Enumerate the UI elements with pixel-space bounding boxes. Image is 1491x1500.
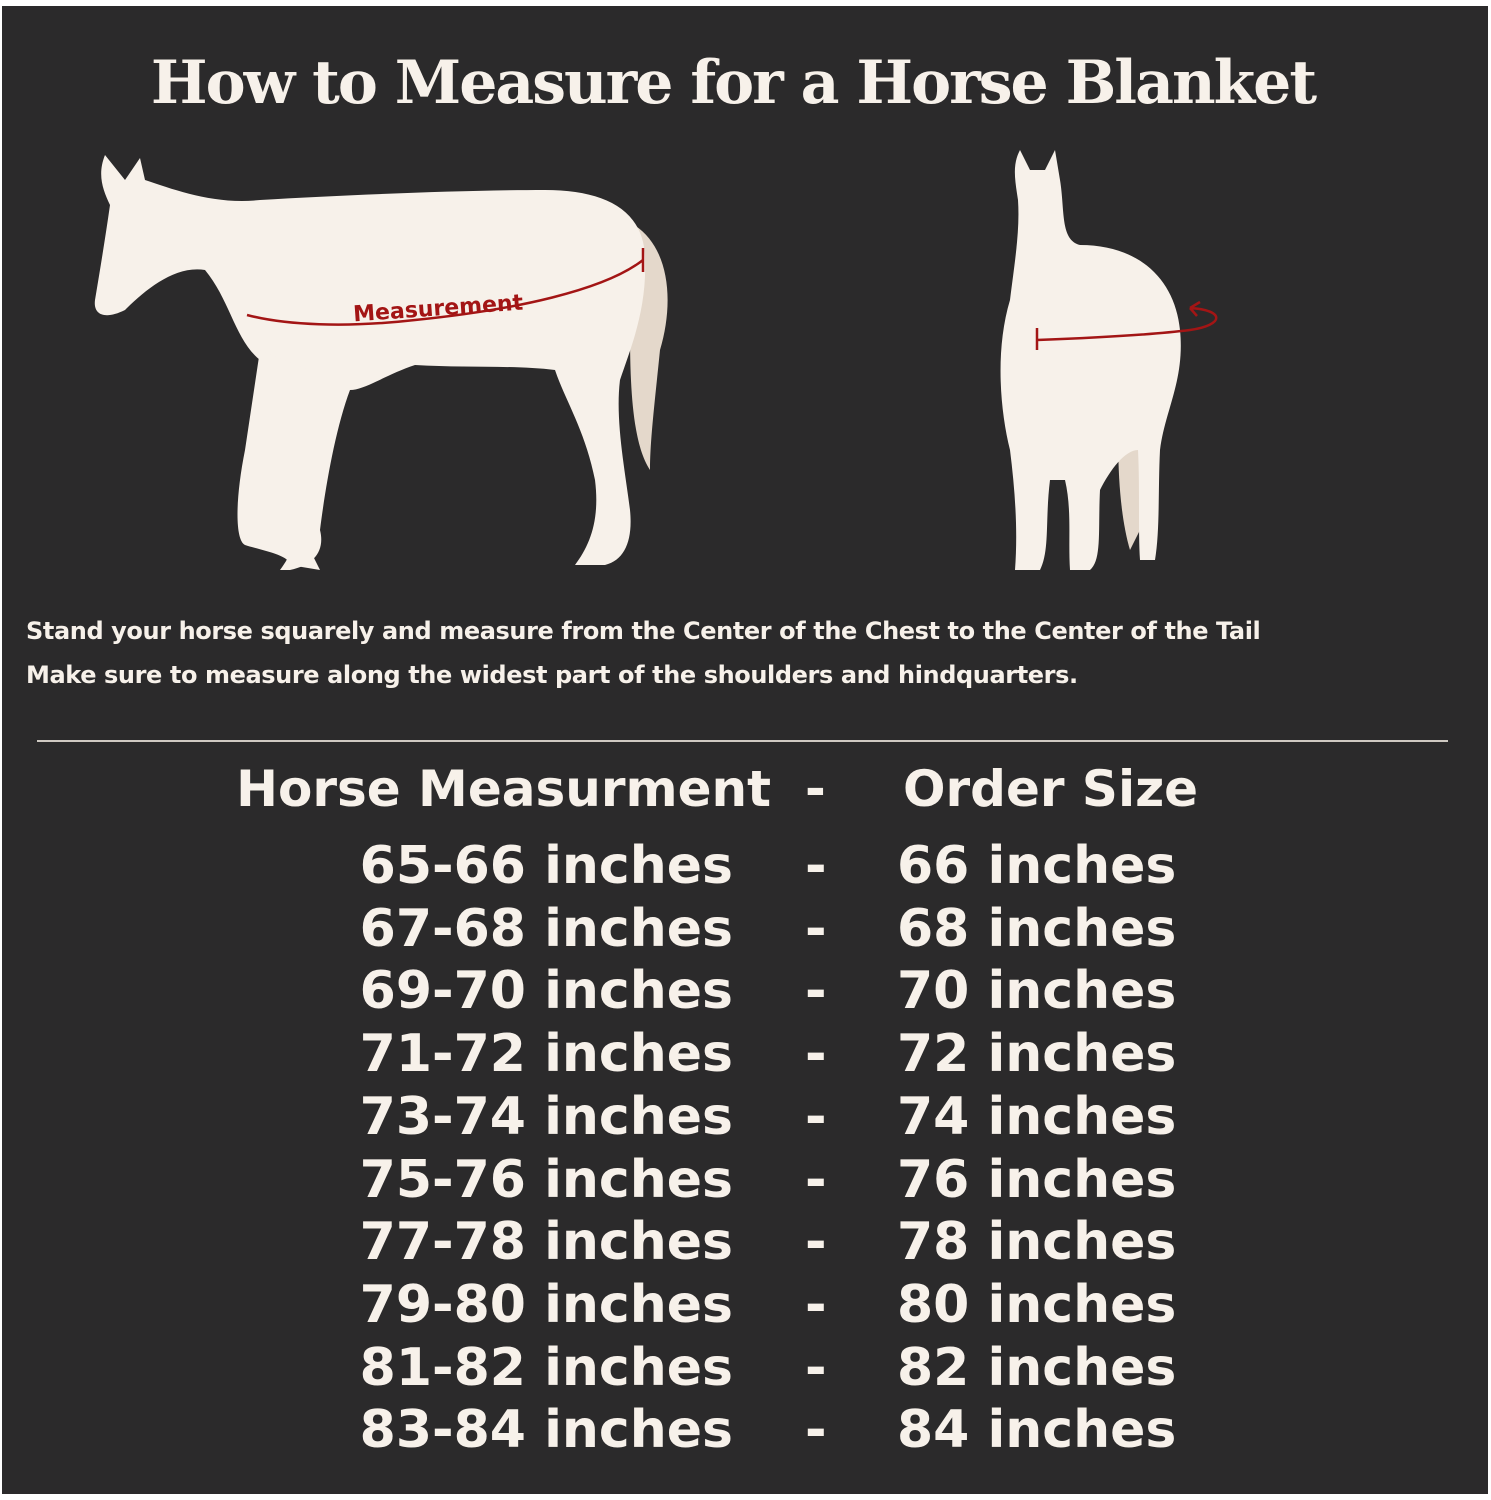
horse-measurement-cell: 77-78 inches [359, 1212, 733, 1273]
horse-measurement-cell: 69-70 inches [359, 961, 733, 1022]
order-size-cell: 82 inches [897, 1337, 1177, 1398]
horse-measurement-cell: 79-80 inches [359, 1274, 733, 1335]
horse-front-leg [237, 350, 320, 570]
size-table-row: 71-72 inches - 72 inches [0, 1024, 1491, 1088]
size-table-row: 73-74 inches - 74 inches [0, 1087, 1491, 1151]
horse-measurement-cell: 83-84 inches [359, 1400, 733, 1461]
horse-front-view-illustration [1000, 150, 1218, 570]
horse-measurement-cell: 75-76 inches [359, 1149, 733, 1210]
separator-cell: - [805, 961, 827, 1022]
separator-cell: - [805, 898, 827, 959]
order-size-cell: 66 inches [897, 836, 1177, 896]
separator-cell: - [805, 836, 827, 896]
size-table-row: 83-84 inches - 84 inches [0, 1400, 1491, 1464]
size-table-row: 75-76 inches - 76 inches [0, 1150, 1491, 1214]
measurement-line [1035, 300, 1218, 350]
size-table-row: 81-82 inches - 82 inches [0, 1338, 1491, 1402]
separator-cell: - [805, 1400, 827, 1461]
size-table-row: 67-68 inches - 68 inches [0, 899, 1491, 963]
header-horse-measurement: Horse Measurment [236, 760, 771, 818]
horse-measurement-cell: 67-68 inches [359, 898, 733, 959]
divider [37, 740, 1448, 742]
order-size-cell: 78 inches [897, 1212, 1177, 1273]
order-size-cell: 72 inches [897, 1024, 1177, 1085]
size-table-row: 77-78 inches - 78 inches [0, 1212, 1491, 1276]
horse-measurement-cell: 71-72 inches [359, 1024, 733, 1085]
order-size-cell: 74 inches [897, 1086, 1177, 1147]
header-separator: - [805, 760, 826, 818]
size-table-header: Horse Measurment - Order Size [0, 760, 1491, 824]
order-size-cell: 70 inches [897, 961, 1177, 1022]
horse-measurement-cell: 81-82 inches [359, 1337, 733, 1398]
separator-cell: - [805, 1024, 827, 1085]
page-title: How to Measure for a Horse Blanket [150, 48, 1317, 118]
instruction-line-1: Stand your horse squarely and measure fr… [26, 617, 1261, 645]
size-table-row: 65-66 inches - 66 inches [0, 836, 1491, 900]
instruction-line-2: Make sure to measure along the widest pa… [26, 661, 1078, 689]
separator-cell: - [805, 1274, 827, 1335]
separator-cell: - [805, 1086, 827, 1147]
size-table-row: 69-70 inches - 70 inches [0, 961, 1491, 1025]
measurement-line [246, 248, 645, 326]
order-size-cell: 76 inches [897, 1149, 1177, 1210]
size-table-row: 79-80 inches - 80 inches [0, 1275, 1491, 1339]
order-size-cell: 68 inches [897, 898, 1177, 959]
separator-cell: - [805, 1149, 827, 1210]
horse-body [94, 155, 646, 570]
horse-measurement-cell: 65-66 inches [359, 836, 733, 896]
separator-cell: - [805, 1212, 827, 1273]
order-size-cell: 80 inches [897, 1274, 1177, 1335]
order-size-cell: 84 inches [897, 1400, 1177, 1461]
header-order-size: Order Size [903, 760, 1199, 818]
horse-measurement-cell: 73-74 inches [359, 1086, 733, 1147]
horse-side-view-illustration: Measurement [94, 155, 668, 570]
separator-cell: - [805, 1337, 827, 1398]
horse-body [1000, 150, 1181, 570]
